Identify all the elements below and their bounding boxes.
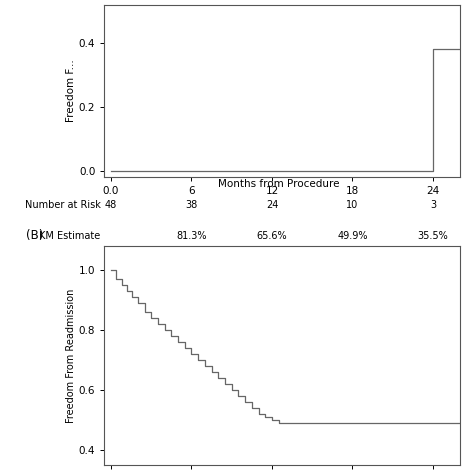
Text: (B): (B) — [26, 229, 44, 242]
Text: Months from Procedure: Months from Procedure — [218, 179, 339, 189]
Text: 38: 38 — [185, 200, 198, 210]
Text: KM Estimate: KM Estimate — [39, 231, 100, 241]
Text: 81.3%: 81.3% — [176, 231, 207, 241]
Text: 24: 24 — [266, 200, 278, 210]
Text: 65.6%: 65.6% — [256, 231, 287, 241]
Text: 3: 3 — [430, 200, 436, 210]
Text: Number at Risk: Number at Risk — [25, 200, 100, 210]
Text: 48: 48 — [105, 200, 117, 210]
Text: 35.5%: 35.5% — [418, 231, 448, 241]
Text: 10: 10 — [346, 200, 359, 210]
Text: 49.9%: 49.9% — [337, 231, 368, 241]
Y-axis label: Freedom From Readmission: Freedom From Readmission — [66, 288, 76, 422]
Y-axis label: Freedom F...: Freedom F... — [66, 60, 76, 122]
